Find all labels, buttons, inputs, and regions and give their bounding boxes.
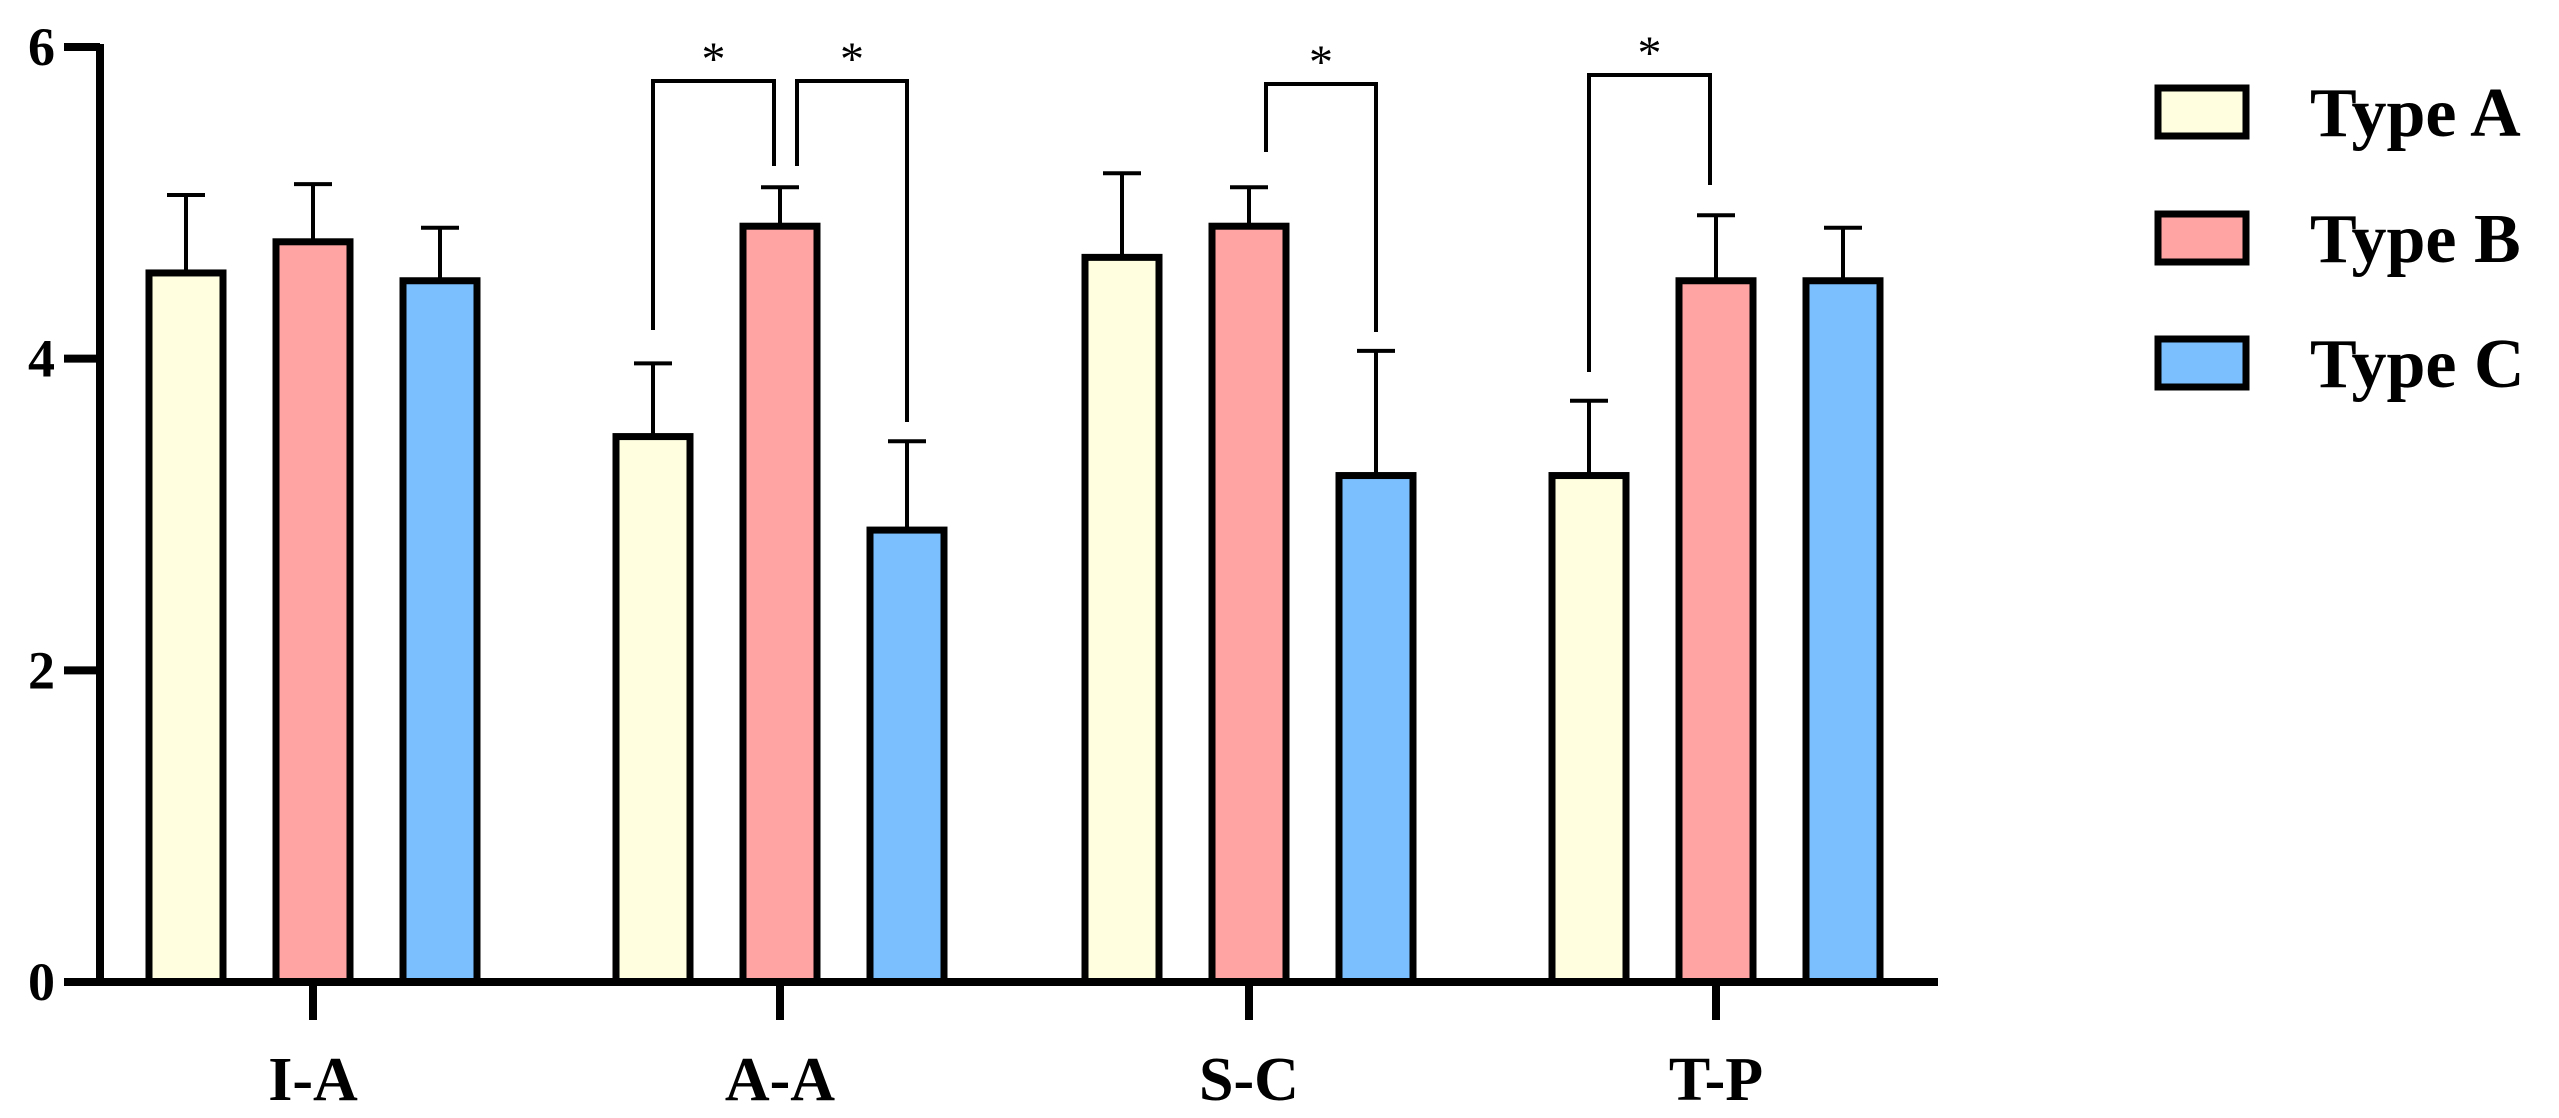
category-label-t-p: T-P [1669, 1046, 1763, 1114]
y-tick-label-6: 6 [28, 17, 55, 77]
bar-type-c-i-a [399, 277, 481, 986]
category-label-i-a: I-A [268, 1046, 358, 1114]
significance-label-1: * [840, 33, 864, 86]
significance-label-2: * [1309, 36, 1333, 89]
bar-type-c-t-p [1802, 277, 1884, 986]
legend-swatch-type-c [2154, 335, 2250, 391]
bar-type-a-t-p [1548, 472, 1630, 986]
bar-type-b-i-a [272, 238, 354, 986]
significance-bracket-0 [651, 79, 776, 330]
significance-bracket-2 [1264, 82, 1378, 332]
category-label-s-c: S-C [1199, 1046, 1299, 1114]
bar-type-c-s-c [1335, 472, 1417, 986]
bar-type-a-s-c [1081, 253, 1163, 986]
y-tick-label-0: 0 [28, 952, 55, 1012]
bar-type-b-t-p [1675, 277, 1757, 986]
significance-label-0: * [702, 33, 726, 86]
legend-label-type-a: Type A [2310, 75, 2521, 152]
bar-type-b-s-c [1208, 222, 1290, 986]
legend-swatch-type-a [2154, 84, 2250, 140]
significance-label-3: * [1638, 27, 1662, 80]
significance-bracket-3 [1587, 73, 1712, 372]
y-tick-label-4: 4 [28, 329, 55, 389]
legend-label-type-b: Type B [2310, 201, 2521, 278]
bar-type-c-a-a [866, 526, 948, 986]
bar-type-b-a-a [739, 222, 821, 986]
legend-label-type-c: Type C [2310, 326, 2525, 403]
bar-type-a-i-a [145, 269, 227, 986]
category-label-a-a: A-A [725, 1046, 835, 1114]
bar-type-a-a-a [612, 433, 694, 986]
significance-bracket-1 [795, 79, 909, 422]
legend-swatch-type-b [2154, 210, 2250, 266]
y-tick-label-2: 2 [28, 640, 55, 700]
